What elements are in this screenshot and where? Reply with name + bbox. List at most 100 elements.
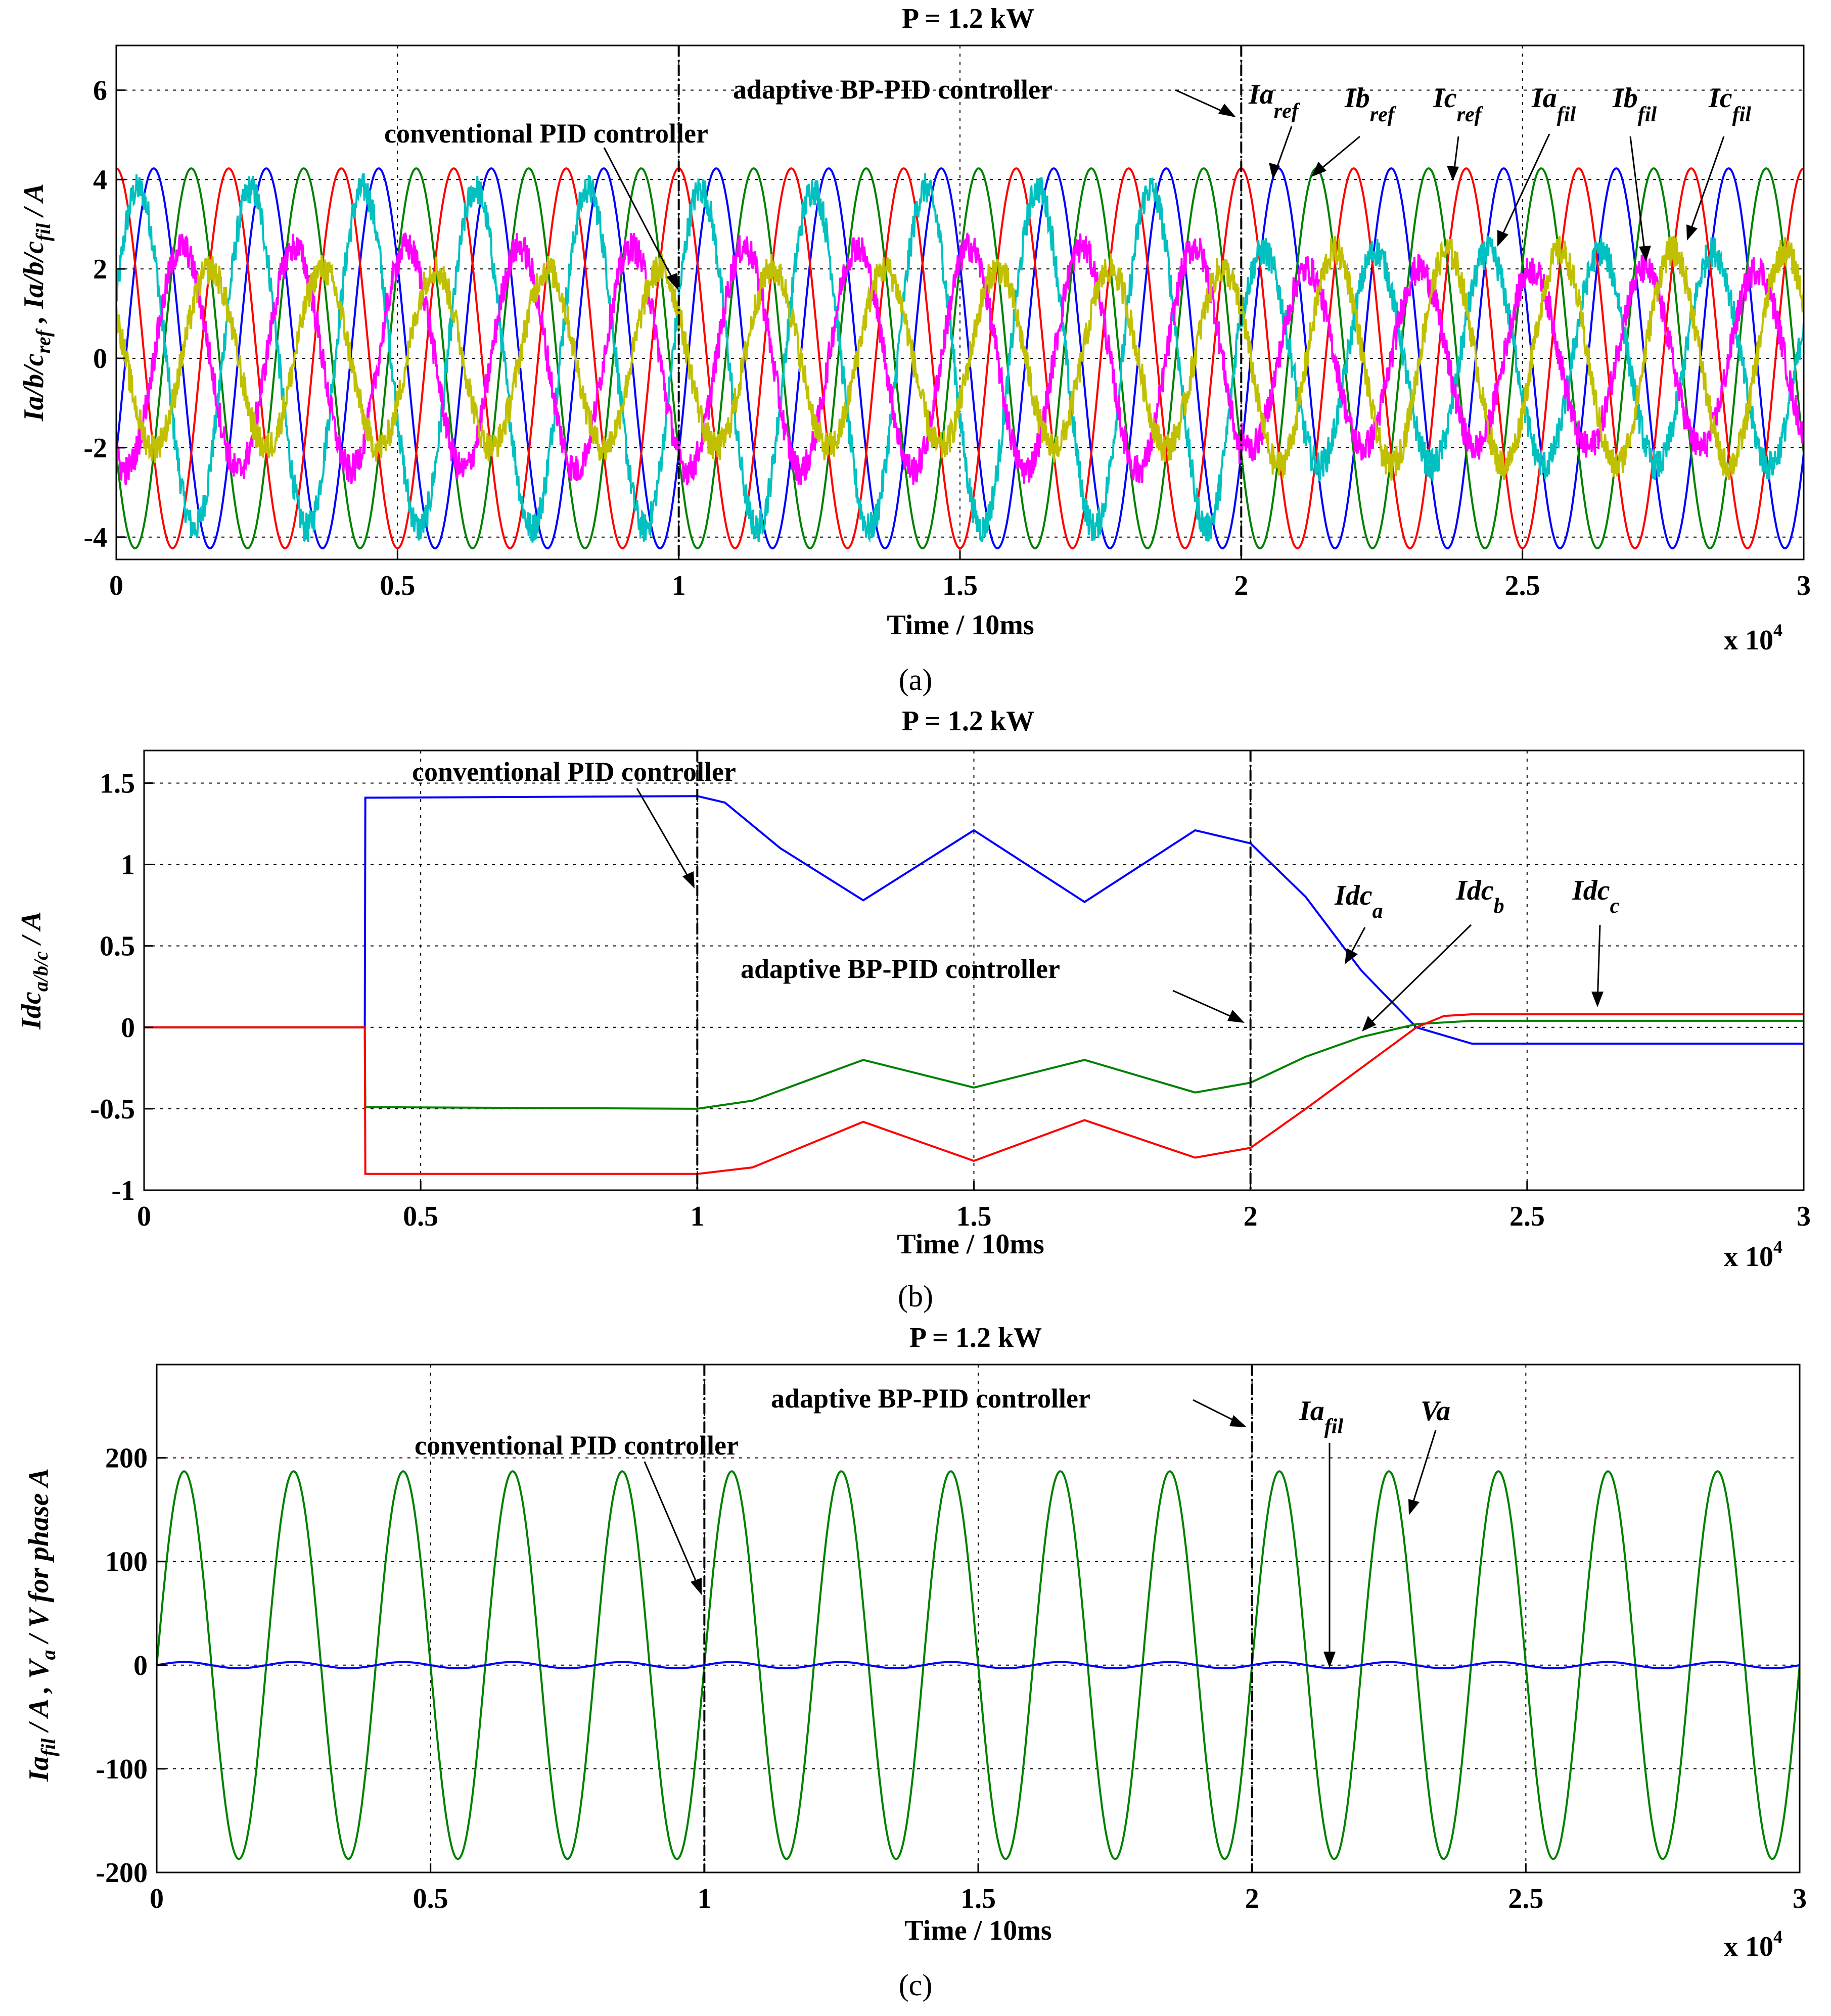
panel-b-y-label: Idca/b/c / A [16,911,52,1029]
panel-a-label-ib-ref-sub: ref [1370,103,1397,126]
panel-b-x-tick-label: 3 [1797,1201,1811,1232]
panel-b-series-idc-a [144,795,1804,1045]
panel-c-label-ia-fil-main: Ia [1299,1395,1324,1427]
panel-c-markers [703,1365,1253,1872]
panel-a-x-tick-label: 1.5 [942,570,978,601]
panel-a-y-label-sub-1: ref [32,328,55,353]
panel-c-x-ticks: 0 0.5 1 1.5 2 2.5 3 [150,1863,1807,1914]
panel-a-arrowhead-ia-fil [1497,230,1508,247]
panel-c-label-va: Va [1421,1395,1450,1427]
panel-b-y-label-sub-1: a/b/c [29,951,52,992]
panel-a-y-tick-label: 0 [93,343,107,374]
panel-c-arrow-conventional [644,1461,701,1591]
panel-b-y-tick-label: -1 [111,1175,135,1206]
panel-b-arrow-conventional [636,788,694,885]
panel-c-x-multiplier-exp: 4 [1773,1927,1782,1947]
panel-a-x-ticks: 0 0.5 1 1.5 2 2.5 3 [109,550,1811,601]
panel-a-y-label-part-1: Ia/b/c [18,353,50,421]
panel-b-x-tick-label: 0 [137,1201,151,1232]
panel-a-label-ia-ref-sub: ref [1274,100,1301,123]
panel-c-frame [156,1364,1801,1873]
panel-b-y-tick-label: 1.5 [100,768,135,799]
panel-a-arrowhead-ib-fil [1639,246,1651,262]
panel-c-annotation-conventional: conventional PID controller [415,1430,739,1461]
panel-b-x-tick-label: 2 [1244,1201,1258,1232]
panel-c-series-group [157,1470,1800,1860]
panel-b-annotation-adaptive: adaptive BP-PID controller [741,954,1060,984]
panel-b-label-idc-b: Idcb [1455,875,1504,918]
panel-c-y-label-sub-2: a [37,1650,60,1660]
panel-b-x-label: Time / 10ms [897,1229,1044,1260]
panel-c-x-tick-label: 3 [1793,1883,1807,1914]
panel-b-annotation-conventional: conventional PID controller [412,757,736,787]
panel-b-arrowhead-idc-a [1345,948,1358,964]
panel-b-label-idc-a-main: Idc [1334,880,1372,911]
panel-b-label-idc-c-main: Idc [1572,875,1610,906]
panel-a-x-multiplier-base: x 10 [1724,625,1773,656]
panel-c-arrow-va [1409,1430,1437,1512]
panel-b-arrowhead-idc-c [1591,992,1604,1007]
panel-c-x-multiplier: x 104 [1724,1927,1782,1962]
panel-c-arrowhead-va [1408,1499,1420,1515]
panel-a-label-ib-fil-main: Ib [1612,82,1638,114]
panel-c-x-tick-label: 2 [1245,1883,1259,1914]
panel-a-y-tick-label: -4 [83,522,107,553]
panel-a-label-ic-fil-main: Ic [1708,82,1732,114]
panel-a-arrow-ic-fil [1687,136,1725,237]
panel-c-title: P = 1.2 kW [909,1322,1042,1353]
panel-b-series-idc-c [144,1013,1804,1175]
panel-b-x-multiplier-base: x 10 [1724,1241,1773,1273]
panel-a-series-ic-ref [116,167,1804,549]
panel-a-annotation-conventional: conventional PID controller [384,118,708,149]
panel-b-arrow-adaptive [1172,990,1242,1022]
panel-b-markers [696,751,1252,1190]
panel-c-x-tick-label: 1.5 [960,1883,996,1914]
panel-b-caption: (b) [898,1280,933,1313]
panel-a-label-ic-ref-sub: ref [1457,103,1484,126]
panel-a-label-ib-ref-main: Ib [1344,82,1370,114]
panel-b-arrow-idc-c [1596,924,1601,1004]
panel-c-grid [157,1365,1800,1872]
panel-a-title: P = 1.2 kW [902,3,1034,34]
panel-a-x-tick-label: 2.5 [1505,570,1540,601]
panel-b-arrowhead-adaptive [1227,1010,1245,1023]
panel-a-markers [677,45,1243,559]
panel-b-y-tick-label: -0.5 [90,1094,135,1125]
panel-a-y-label: Ia/b/cref , Ia/b/cfil / A [18,183,55,422]
panel-a-label-ia-fil-main: Ia [1531,82,1557,114]
panel-a-label-ib-fil: Ibfil [1612,82,1657,126]
panel-b-y-tick-label: 0 [121,1012,135,1044]
panel-a-arrowhead-ic-ref [1447,166,1459,181]
panel-a-y-tick-label: 6 [93,75,107,106]
panel-b-label-idc-c-sub: c [1610,895,1620,918]
panel-c-annotation-adaptive: adaptive BP-PID controller [771,1383,1090,1414]
panel-a-y-tick-label: 2 [93,254,107,285]
panel-b-series [144,795,1804,1175]
panel-b-label-idc-a-sub: a [1372,900,1383,923]
panel-b-y-ticks: -1 -0.5 0 0.5 1 1.5 [90,768,153,1206]
panel-c-x-tick-label: 0 [150,1883,164,1914]
panel-b-y-tick-label: 0.5 [100,931,135,962]
panel-a-y-ticks: -4 -2 0 2 4 6 [83,75,125,553]
panel-c-y-label: Iafil / A , Va / V for phase A [23,1468,60,1782]
panel-c-arrowhead-adaptive [1229,1415,1247,1427]
panel-a-series-group [116,167,1804,549]
panel-b-series-idc-b [144,1019,1804,1110]
panel-a-x-tick-label: 2 [1234,570,1248,601]
panel-a-label-ic-ref-main: Ic [1433,82,1457,114]
panel-a-y-label-part-2: , Ia/b/c [18,241,50,330]
panel-a-x-tick-label: 0 [109,570,123,601]
panel-a-arrowhead-adaptive [1218,104,1236,117]
panel-c-y-tick-label: -100 [96,1754,148,1785]
panel-b-x-multiplier: x 104 [1724,1237,1782,1273]
panel-a-label-ia-fil: Iafil [1531,82,1576,126]
panel-c-x-tick-label: 1 [697,1883,711,1914]
panel-c-y-ticks: -200 -100 0 100 200 [96,1443,166,1889]
panel-a-x-multiplier: x 104 [1724,620,1782,656]
panel-a-x-multiplier-exp: 4 [1773,620,1782,640]
panel-a-series [116,167,1804,549]
panel-c-x-tick-label: 2.5 [1508,1883,1543,1914]
panel-c-x-tick-label: 0.5 [413,1883,448,1914]
panel-a-y-tick-label: -2 [83,433,107,464]
